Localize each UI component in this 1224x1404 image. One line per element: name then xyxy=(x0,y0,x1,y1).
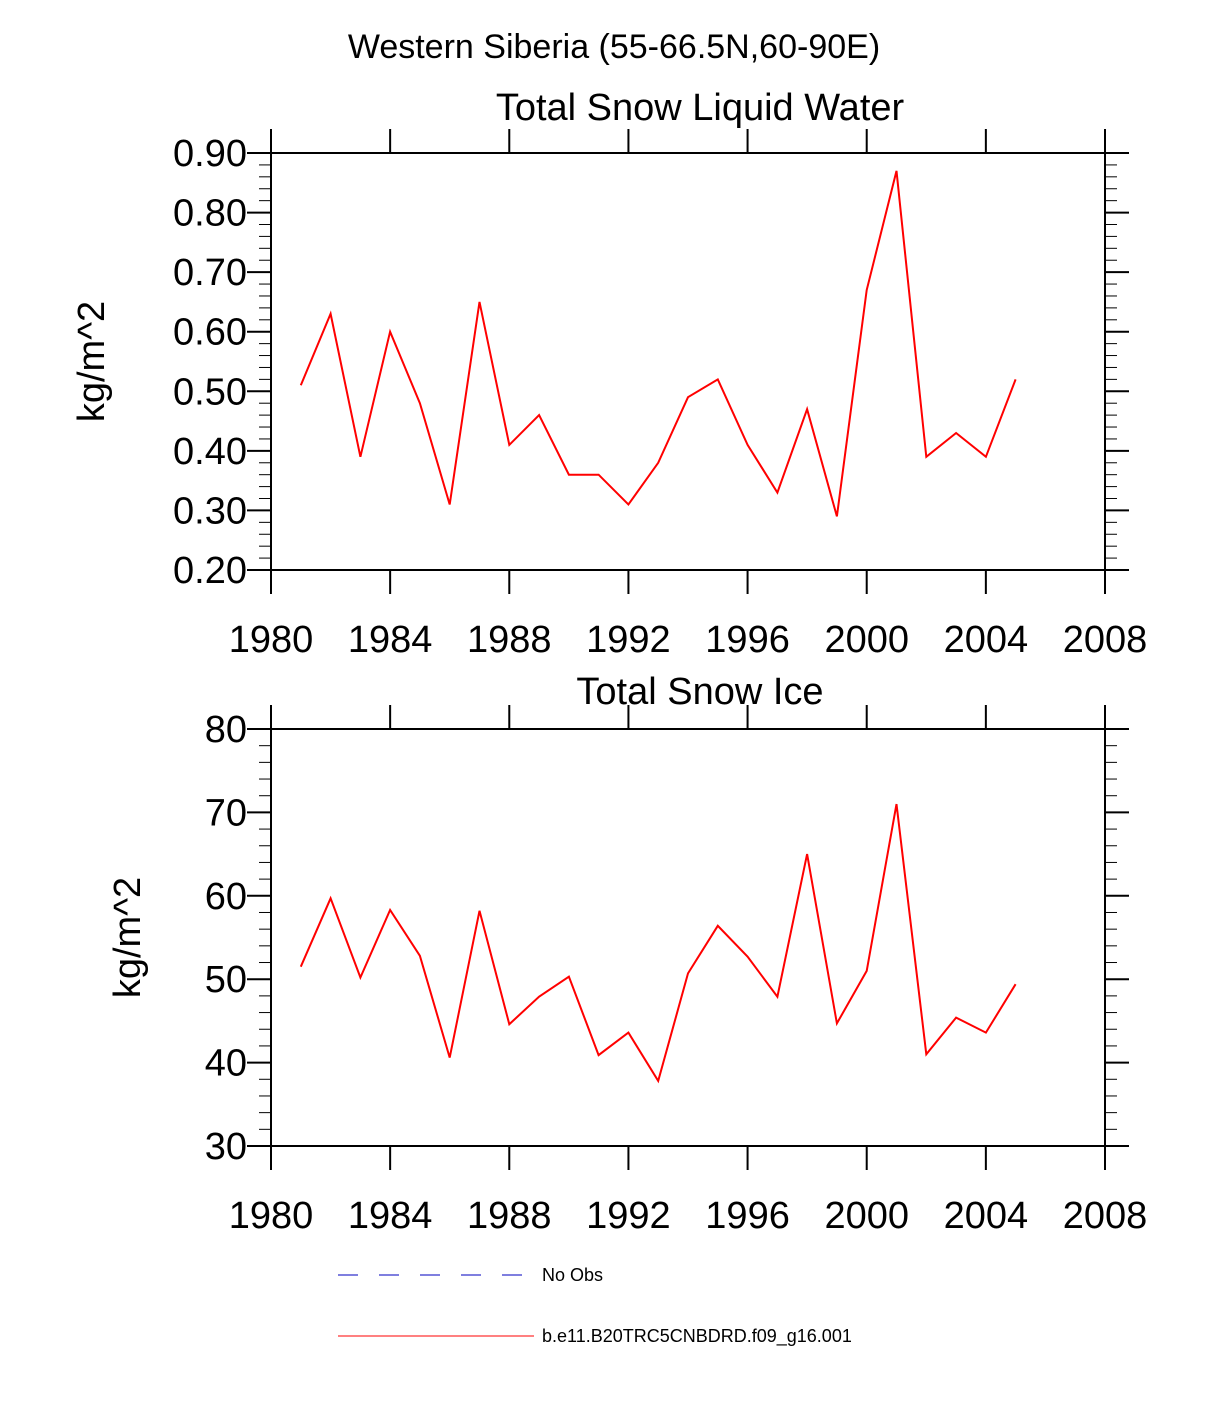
x-tick-label: 1992 xyxy=(586,1195,671,1237)
x-tick-label: 2004 xyxy=(944,619,1029,661)
x-tick-label: 1988 xyxy=(467,619,552,661)
plot-frame xyxy=(270,152,1106,571)
x-tick-label: 2004 xyxy=(944,1195,1029,1237)
y-tick-label: 80 xyxy=(205,709,247,751)
y-tick-label: 70 xyxy=(205,792,247,834)
y-tick-label: 0.90 xyxy=(173,133,247,175)
series-line xyxy=(299,803,1017,1084)
x-tick-label: 1996 xyxy=(705,619,790,661)
y-tick-label: 60 xyxy=(205,876,247,918)
x-tick-label: 2000 xyxy=(824,1195,909,1237)
legend: No Obs b.e11.B20TRC5CNBDRD.f09_g16.001 xyxy=(338,1265,852,1347)
y-tick-label: 0.70 xyxy=(173,252,247,294)
y-tick-label: 0.80 xyxy=(173,193,247,235)
x-tick-label: 1996 xyxy=(705,1195,790,1237)
x-tick-label: 1992 xyxy=(586,619,671,661)
y-tick-label: 0.60 xyxy=(173,312,247,354)
x-tick-label: 1988 xyxy=(467,1195,552,1237)
y-axis-label: kg/m^2 xyxy=(107,877,149,998)
x-tick-label: 1984 xyxy=(348,619,433,661)
y-tick-label: 0.50 xyxy=(173,371,247,413)
y-tick-label: 0.40 xyxy=(173,431,247,473)
legend-label: No Obs xyxy=(542,1265,603,1285)
x-tick-label: 2000 xyxy=(824,619,909,661)
x-tick-label: 2008 xyxy=(1063,1195,1148,1237)
panel-snow-ice: Total Snow Ice 1980 1984 1988 1992 1996 2000 20… xyxy=(107,671,1147,1237)
legend-label: b.e11.B20TRC5CNBDRD.f09_g16.001 xyxy=(542,1326,852,1347)
x-tick-label: 1980 xyxy=(229,619,314,661)
x-tick-label: 1980 xyxy=(229,1195,314,1237)
plot-frame xyxy=(270,728,1106,1147)
y-tick-label: 50 xyxy=(205,959,247,1001)
x-tick-label: 1984 xyxy=(348,1195,433,1237)
y-axis-label: kg/m^2 xyxy=(71,301,113,422)
y-tick-label: 0.30 xyxy=(173,490,247,532)
y-tick-label: 0.20 xyxy=(173,550,247,592)
series-line xyxy=(299,170,1017,517)
y-tick-label: 30 xyxy=(205,1126,247,1168)
panel-title: Total Snow Liquid Water xyxy=(496,87,905,129)
y-tick-label: 40 xyxy=(205,1043,247,1085)
panel-title: Total Snow Ice xyxy=(576,671,823,713)
figure-suptitle: Western Siberia (55-66.5N,60-90E) xyxy=(348,28,880,66)
x-tick-label: 2008 xyxy=(1063,619,1148,661)
panel-liquid-water: Total Snow Liquid Water 1980 1984 1988 1992 1… xyxy=(71,87,1147,661)
